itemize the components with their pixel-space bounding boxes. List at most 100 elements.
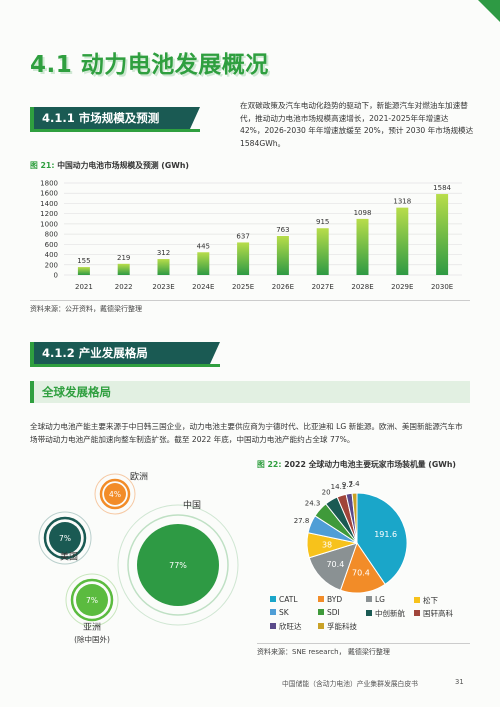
- legend-label: 国轩高科: [423, 609, 453, 618]
- usa-bubble: [49, 522, 81, 554]
- figure-21-caption: 中国动力电池市场规模及预测 (GWh): [57, 161, 189, 170]
- legend-swatch: [270, 596, 276, 602]
- legend-item-国轩高科: 国轩高科: [414, 608, 453, 619]
- pie-value-label: 191.6: [374, 530, 397, 539]
- asia-sub-label: (除中国外): [74, 634, 110, 644]
- corner-decoration: [478, 0, 500, 22]
- pie-value-label: 9.2: [342, 481, 353, 489]
- legend-label: CATL: [279, 595, 298, 604]
- figure-21-source: 资料来源：公开资料，戴德梁行整理: [30, 305, 142, 313]
- usa-value: 7%: [59, 534, 71, 543]
- legend-swatch: [366, 596, 372, 602]
- bar-value-label: 915: [316, 218, 329, 226]
- y-tick-label: 1800: [40, 180, 58, 188]
- bar-2028E: [356, 218, 369, 275]
- page-number: 31: [455, 678, 464, 686]
- figure-21-number: 图 21:: [30, 161, 55, 170]
- legend-label: 中创新航: [375, 609, 405, 618]
- section-heading-4-1-1-label: 4.1.1 市场规模及预测: [42, 111, 160, 125]
- legend-item-孚能科技: 孚能科技: [318, 621, 357, 632]
- divider: [30, 300, 470, 301]
- china-value: 77%: [169, 561, 187, 570]
- legend-swatch: [414, 597, 420, 603]
- y-tick-label: 200: [45, 261, 58, 269]
- bar-2025E: [237, 242, 250, 275]
- legend-label: SK: [279, 608, 289, 617]
- legend-item-CATL: CATL: [270, 595, 298, 604]
- figure-22-caption: 2022 全球动力电池主要玩家市场装机量 (GWh): [284, 460, 456, 469]
- pie-slice-孚能科技: [351, 492, 358, 544]
- legend-item-中创新航: 中创新航: [366, 608, 405, 619]
- pie-value-label: 38: [322, 540, 332, 549]
- usa-label: 美国: [60, 551, 78, 563]
- y-tick-label: 0: [54, 272, 58, 280]
- pie-legend: CATL BYD LG 松下 SK SDI 中创新航 国轩高科欣旺达 孚能科技: [270, 595, 470, 640]
- pie-slice-CATL: [356, 492, 408, 586]
- figure-22-source: 资料来源：SNE research， 戴德梁行整理: [257, 648, 390, 656]
- divider-2: [257, 643, 470, 644]
- asia-bubble: [76, 584, 108, 616]
- bar-2026E: [276, 236, 289, 275]
- asia-value: 7%: [86, 596, 98, 605]
- pie-value-label: 70.4: [326, 560, 344, 569]
- legend-swatch: [318, 609, 324, 615]
- legend-swatch: [366, 610, 372, 616]
- heading-underline: [30, 129, 200, 132]
- bar-2030E: [436, 194, 449, 275]
- bar-value-label: 637: [236, 232, 249, 240]
- heading-underline-2: [30, 364, 220, 367]
- market-paragraph: 在双碳政策及汽车电动化趋势的驱动下，新能源汽车对燃油车加速替代，推动动力电池市场…: [240, 101, 474, 148]
- page-title: 4.1 动力电池发展概况: [30, 52, 269, 78]
- x-tick-label: 2024E: [192, 283, 214, 291]
- y-tick-label: 1200: [40, 210, 58, 218]
- y-tick-label: 800: [45, 231, 58, 239]
- bar-value-label: 763: [276, 226, 289, 234]
- bar-value-label: 312: [157, 249, 170, 257]
- section-heading-4-1-1: 4.1.1 市场规模及预测: [30, 107, 200, 129]
- x-tick-label: 2023E: [152, 283, 174, 291]
- y-tick-label: 600: [45, 241, 58, 249]
- bar-2021: [77, 267, 90, 275]
- pie-value-label: 27.8: [294, 517, 310, 525]
- bar-value-label: 155: [77, 257, 90, 265]
- legend-swatch: [270, 609, 276, 615]
- legend-label: 松下: [423, 596, 438, 605]
- legend-item-松下: 松下: [414, 595, 438, 606]
- china-bubble: [137, 524, 219, 606]
- figure-22-title: 图 22: 2022 全球动力电池主要玩家市场装机量 (GWh): [257, 459, 456, 470]
- bar-2024E: [197, 252, 210, 275]
- legend-label: 欣旺达: [279, 622, 302, 631]
- subheading-global-label: 全球发展格局: [42, 385, 111, 399]
- legend-swatch: [270, 623, 276, 629]
- market-size-bar-chart: 0 200 400 600 800 1000 1200 1400 1600 1800 155 2021…: [40, 180, 462, 291]
- europe-label: 欧洲: [130, 471, 148, 483]
- pie-value-label: 14.1: [331, 483, 347, 491]
- x-tick-label: 2030E: [431, 283, 453, 291]
- figure-22-number: 图 22:: [257, 460, 282, 469]
- x-tick-label: 2029E: [391, 283, 413, 291]
- legend-label: BYD: [327, 595, 343, 604]
- legend-label: 孚能科技: [327, 622, 357, 631]
- global-paragraph: 全球动力电池产能主要来源于中日韩三国企业，动力电池主要供应商为宁德时代、比亚迪和…: [30, 422, 463, 444]
- legend-item-SDI: SDI: [318, 608, 340, 617]
- bar-value-label: 1318: [393, 198, 411, 206]
- y-tick-label: 1600: [40, 190, 58, 198]
- region-bubble-chart: 4% 欧洲 7% 美国 7% 亚洲 (除中国外) 77% 中国: [38, 471, 239, 644]
- y-tick-label: 1000: [40, 220, 58, 228]
- bar-value-label: 1098: [354, 209, 372, 217]
- pie-value-label: 20: [322, 489, 331, 497]
- legend-item-BYD: BYD: [318, 595, 342, 604]
- bar-2023E: [157, 259, 170, 275]
- bar-value-label: 219: [117, 254, 130, 262]
- legend-item-SK: SK: [270, 608, 289, 617]
- legend-swatch: [318, 623, 324, 629]
- y-tick-label: 400: [45, 251, 58, 259]
- pie-value-label: 70.4: [352, 569, 370, 578]
- bar-value-label: 445: [197, 242, 210, 250]
- legend-label: SDI: [327, 608, 340, 617]
- legend-label: LG: [375, 595, 385, 604]
- bar-2022: [117, 263, 130, 275]
- china-label: 中国: [183, 499, 201, 511]
- x-tick-label: 2025E: [232, 283, 254, 291]
- bar-2029E: [396, 207, 409, 275]
